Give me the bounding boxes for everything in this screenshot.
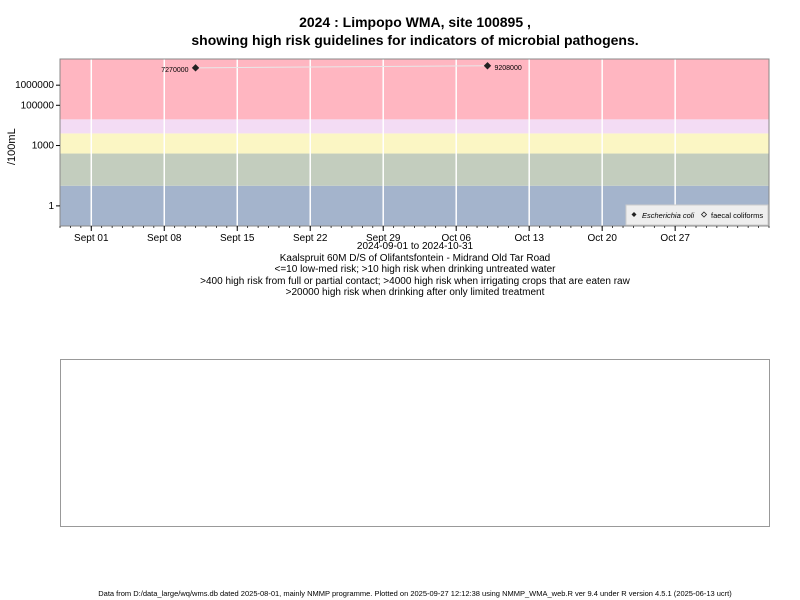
footer-note: Data from D:/data_large/wq/wms.db dated … [98, 589, 732, 598]
chart-title-line2: showing high risk guidelines for indicat… [191, 32, 639, 48]
caption-site-name: Kaalspruit 60M D/S of Olifantsfontein - … [279, 253, 551, 264]
x-tick-label-2: Sept 15 [220, 233, 255, 244]
x-tick-label-8: Oct 27 [660, 233, 690, 244]
caption-guideline-3: >20000 high risk when drinking after onl… [285, 287, 545, 298]
ecoli-data-label-1: 9208000 [494, 65, 521, 72]
microbial-risk-chart: 1 1000 100000 1000000 Sept 01 Sept 08 Sept 15 S… [15, 58, 770, 244]
legend-ecoli-marker [631, 212, 637, 217]
caption-guideline-1: <=10 low-med risk; >10 high risk when dr… [274, 264, 556, 275]
caption-date-range: 2024-09-01 to 2024-10-31 [356, 241, 474, 252]
x-tick-label-4: Sept 29 [366, 233, 401, 244]
x-tick-label-7: Oct 20 [587, 233, 617, 244]
risk-band-4 [60, 59, 769, 120]
y-tick-label-3: 1000000 [15, 80, 54, 91]
x-tick-label-0: Sept 01 [74, 233, 109, 244]
legend-ecoli-label: Escherichia coli [642, 211, 694, 220]
y-tick-label-2: 100000 [21, 100, 55, 111]
risk-band-3 [60, 119, 769, 134]
ecoli-point-1 [483, 62, 492, 70]
y-tick-label-0: 1 [48, 201, 54, 212]
x-tick-label-6: Oct 13 [514, 233, 544, 244]
legend-faecal-marker [700, 211, 708, 218]
legend-faecal-label: faecal coliforms [711, 211, 763, 220]
risk-band-1 [60, 153, 769, 186]
x-tick-label-3: Sept 22 [293, 233, 328, 244]
risk-band-2 [60, 133, 769, 154]
x-tick-label-1: Sept 08 [147, 233, 182, 244]
y-tick-label-1: 1000 [32, 141, 55, 152]
caption-guideline-2: >400 high risk from full or partial cont… [200, 276, 630, 287]
ecoli-point-0 [191, 64, 200, 72]
x-tick-label-5: Oct 06 [441, 233, 471, 244]
chart-title-line1: 2024 : Limpopo WMA, site 100895 , [299, 14, 531, 30]
ecoli-data-label-0: 7270000 [161, 67, 188, 74]
ecoli-line [195, 65, 488, 69]
empty-panel [60, 359, 770, 527]
legend-box [625, 204, 769, 226]
